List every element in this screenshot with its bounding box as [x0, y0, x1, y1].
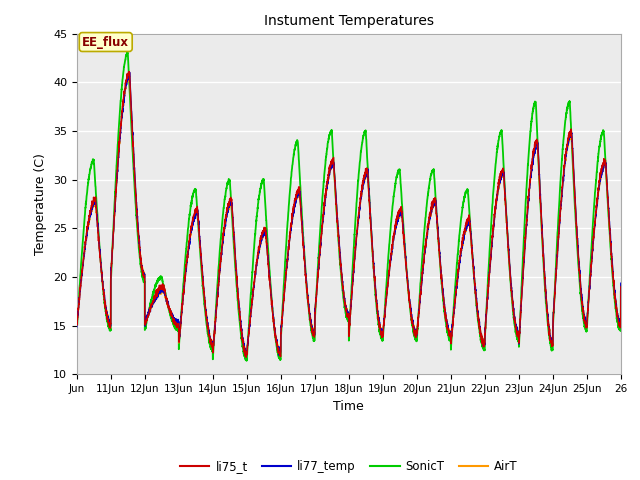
SonicT — [124, 49, 131, 55]
li77_temp — [573, 232, 581, 238]
Line: SonicT: SonicT — [77, 52, 621, 361]
SonicT — [332, 192, 339, 198]
SonicT — [468, 250, 476, 255]
li75_t — [332, 189, 339, 195]
li77_temp — [306, 312, 314, 318]
li75_t — [306, 313, 314, 319]
AirT — [332, 192, 339, 198]
SonicT — [617, 289, 625, 295]
SonicT — [302, 270, 310, 276]
li77_temp — [302, 271, 310, 277]
SonicT — [573, 245, 581, 251]
AirT — [600, 164, 608, 169]
li77_temp — [125, 69, 133, 75]
li75_t — [468, 252, 476, 257]
li75_t — [302, 274, 310, 279]
AirT — [242, 350, 250, 356]
AirT — [73, 319, 81, 324]
li77_temp — [600, 160, 608, 166]
Line: AirT: AirT — [77, 76, 621, 353]
Title: Instument Temperatures: Instument Temperatures — [264, 14, 434, 28]
AirT — [573, 237, 581, 242]
li77_temp — [332, 186, 339, 192]
AirT — [302, 272, 310, 278]
li77_temp — [275, 353, 283, 359]
li75_t — [73, 321, 81, 327]
SonicT — [73, 328, 81, 334]
Text: EE_flux: EE_flux — [82, 36, 129, 48]
li77_temp — [73, 324, 81, 330]
SonicT — [600, 138, 608, 144]
AirT — [468, 253, 476, 259]
li75_t — [573, 236, 581, 241]
li75_t — [617, 284, 625, 290]
Line: li75_t: li75_t — [77, 72, 621, 357]
Legend: li75_t, li77_temp, SonicT, AirT: li75_t, li77_temp, SonicT, AirT — [175, 455, 522, 478]
li77_temp — [617, 280, 625, 286]
li77_temp — [468, 247, 476, 252]
AirT — [617, 282, 625, 288]
Y-axis label: Temperature (C): Temperature (C) — [35, 153, 47, 255]
li75_t — [243, 354, 250, 360]
li75_t — [600, 160, 608, 166]
li75_t — [125, 69, 133, 74]
SonicT — [306, 318, 314, 324]
SonicT — [243, 358, 250, 364]
AirT — [125, 73, 133, 79]
AirT — [306, 312, 314, 317]
X-axis label: Time: Time — [333, 400, 364, 413]
Line: li77_temp: li77_temp — [77, 72, 621, 356]
